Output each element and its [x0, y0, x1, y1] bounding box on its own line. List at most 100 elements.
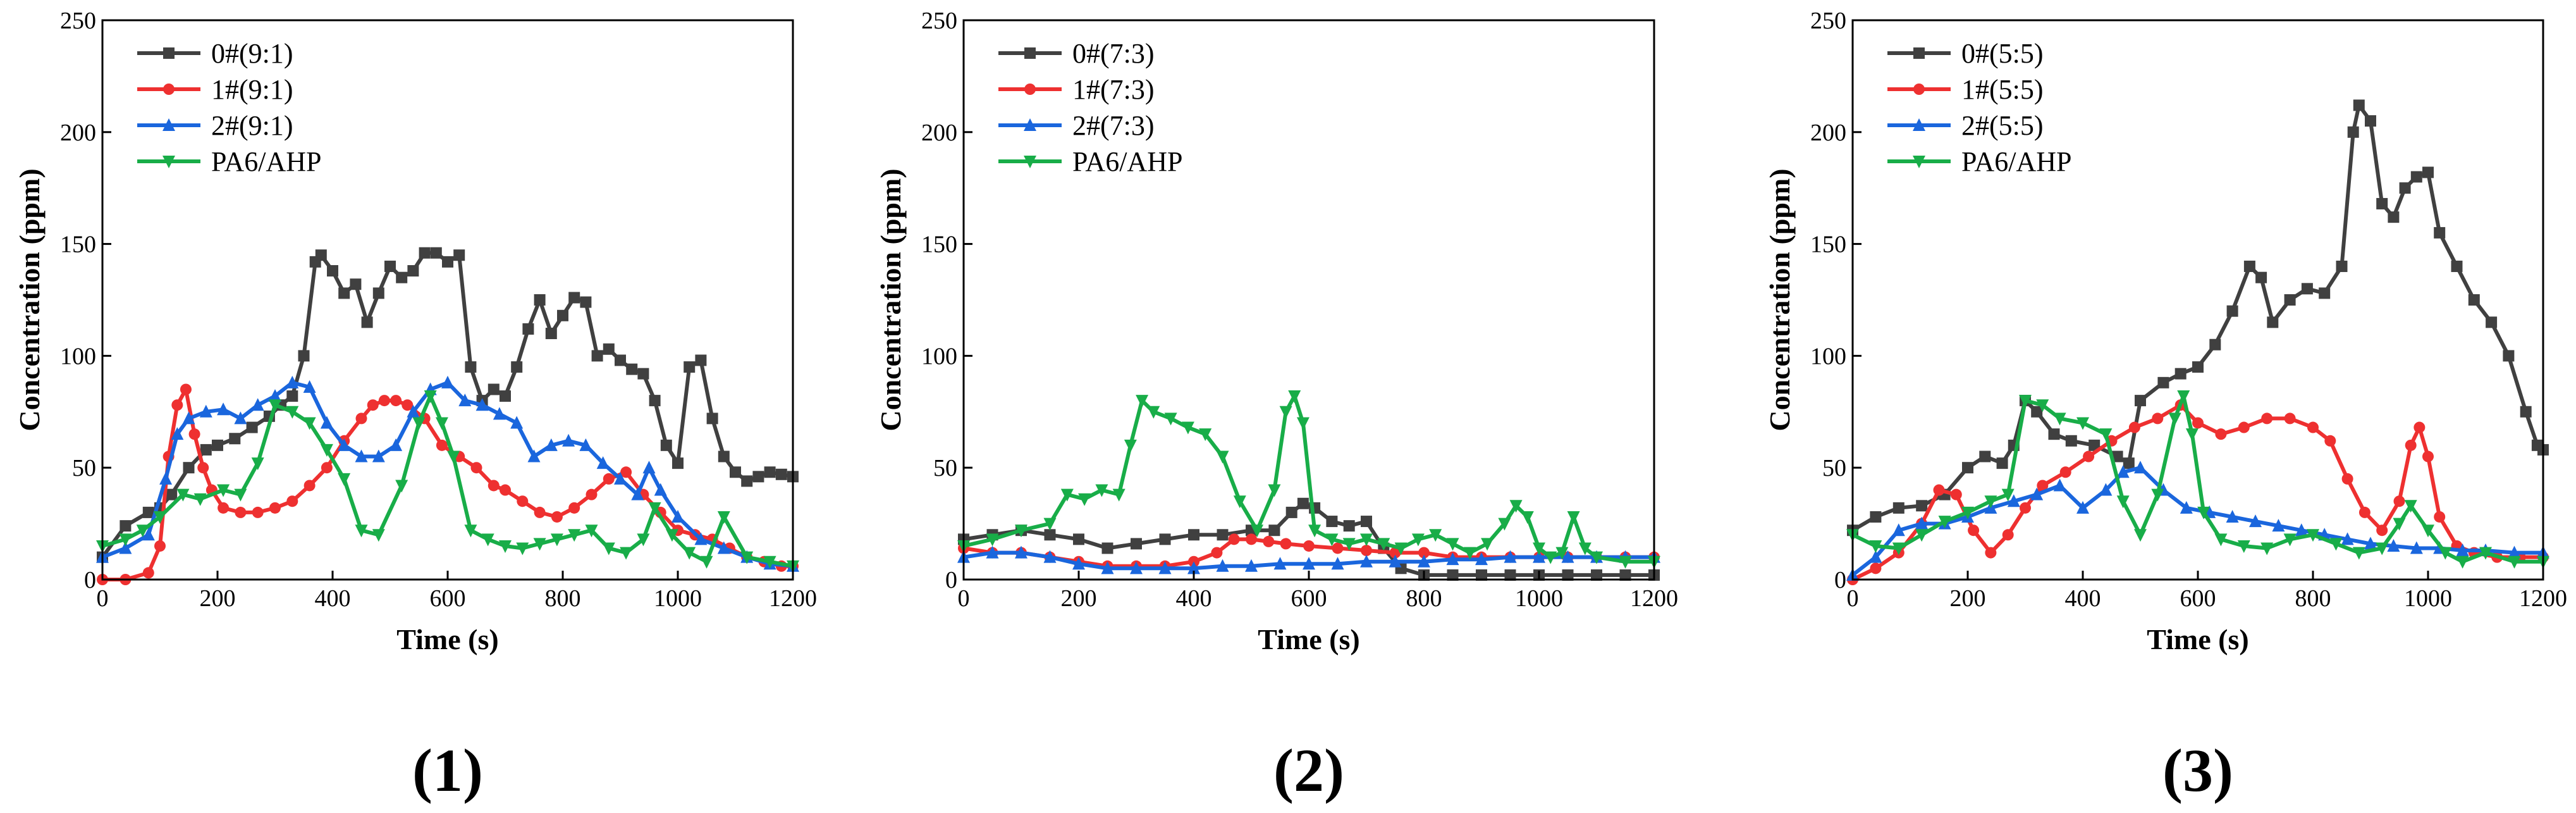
- legend-swatch-marker: [1024, 84, 1036, 95]
- data-point: [2065, 435, 2077, 447]
- legend-item: 0#(9:1): [137, 38, 293, 69]
- data-point: [596, 456, 610, 469]
- data-point: [2405, 439, 2417, 451]
- data-point: [511, 361, 523, 373]
- data-point: [579, 438, 592, 451]
- data-point: [2376, 197, 2388, 209]
- data-point: [2168, 413, 2181, 426]
- data-point: [585, 524, 598, 538]
- data-point: [136, 524, 149, 538]
- data-point: [1361, 545, 1372, 557]
- data-point: [2422, 166, 2434, 178]
- data-point: [2319, 287, 2331, 299]
- data-point: [396, 271, 408, 283]
- data-point: [591, 350, 603, 362]
- data-point: [217, 484, 230, 497]
- y-tick-label: 200: [1810, 120, 1846, 146]
- data-point: [1280, 538, 1292, 550]
- data-point: [544, 438, 558, 451]
- data-point: [1216, 559, 1229, 572]
- data-point: [2152, 413, 2164, 425]
- data-point: [2324, 435, 2336, 447]
- data-point: [2261, 413, 2273, 425]
- data-point: [1279, 406, 1292, 419]
- series-line: [102, 394, 794, 568]
- data-point: [1044, 529, 1056, 541]
- data-point: [2364, 537, 2377, 550]
- data-point: [234, 488, 247, 502]
- data-point: [470, 462, 482, 474]
- data-point: [2134, 529, 2147, 542]
- data-point: [2508, 545, 2521, 559]
- data-point: [2479, 547, 2492, 560]
- series-1: [1847, 399, 2549, 585]
- data-point: [142, 528, 155, 541]
- data-point: [2001, 488, 2015, 502]
- data-point: [435, 417, 448, 430]
- data-point: [2388, 211, 2400, 223]
- data-point: [424, 390, 437, 404]
- legend-item: 2#(7:3): [998, 110, 1155, 141]
- data-point: [1303, 540, 1315, 552]
- series-line: [1851, 394, 2543, 564]
- data-point: [649, 395, 661, 407]
- data-point: [402, 399, 414, 411]
- data-point: [2076, 417, 2089, 430]
- series-group: [96, 247, 799, 585]
- data-point: [1619, 569, 1631, 581]
- data-point: [534, 506, 546, 518]
- data-point: [1199, 428, 1212, 442]
- data-point: [2002, 529, 2014, 541]
- series-0: [97, 247, 799, 563]
- data-point: [2180, 500, 2193, 514]
- y-tick-label: 200: [921, 120, 957, 146]
- data-point: [1325, 533, 1339, 547]
- data-point: [1870, 511, 1882, 523]
- legend-label: PA6/AHP: [1072, 146, 1182, 177]
- y-tick-label: 100: [1810, 343, 1846, 369]
- data-point: [2053, 478, 2066, 492]
- data-point: [1389, 554, 1402, 568]
- data-point: [159, 471, 173, 485]
- x-tick-label: 200: [1950, 585, 1986, 612]
- x-tick-label: 0: [97, 585, 109, 612]
- legend-item: 1#(9:1): [137, 74, 293, 105]
- data-point: [620, 547, 633, 560]
- data-point: [1394, 542, 1408, 555]
- data-point: [620, 466, 632, 478]
- data-point: [453, 249, 465, 261]
- data-point: [2048, 428, 2060, 440]
- y-tick-label: 250: [1810, 8, 1846, 34]
- data-point: [389, 438, 403, 451]
- x-tick-label: 800: [1406, 585, 1442, 612]
- data-point: [1979, 450, 1991, 462]
- data-point: [562, 433, 575, 447]
- data-point: [2214, 533, 2228, 547]
- y-tick-label: 100: [60, 343, 96, 369]
- data-point: [2404, 500, 2417, 513]
- data-point: [2267, 316, 2279, 328]
- series-2: [957, 545, 1660, 574]
- legend-item: 0#(7:3): [998, 38, 1155, 69]
- data-point: [2088, 439, 2101, 451]
- legend-label: 2#(5:5): [1961, 110, 2044, 141]
- data-point: [1245, 559, 1258, 572]
- data-point: [1043, 518, 1057, 531]
- legend-swatch-marker: [1024, 47, 1036, 59]
- data-point: [1591, 569, 1602, 581]
- data-point: [1188, 529, 1199, 541]
- data-point: [1481, 538, 1494, 551]
- data-point: [1916, 500, 1928, 512]
- legend-swatch-marker: [1913, 84, 1925, 95]
- data-point: [1131, 538, 1142, 550]
- data-point: [2030, 487, 2044, 500]
- x-tick-label: 200: [200, 585, 236, 612]
- data-point: [2226, 509, 2239, 523]
- data-point: [171, 399, 183, 411]
- data-point: [2260, 542, 2274, 555]
- legend-label: 2#(9:1): [211, 110, 293, 141]
- data-point: [1060, 488, 1074, 502]
- data-point: [1463, 547, 1476, 560]
- x-axis-label: Time (s): [396, 623, 498, 655]
- x-axis-label: Time (s): [1258, 623, 1359, 655]
